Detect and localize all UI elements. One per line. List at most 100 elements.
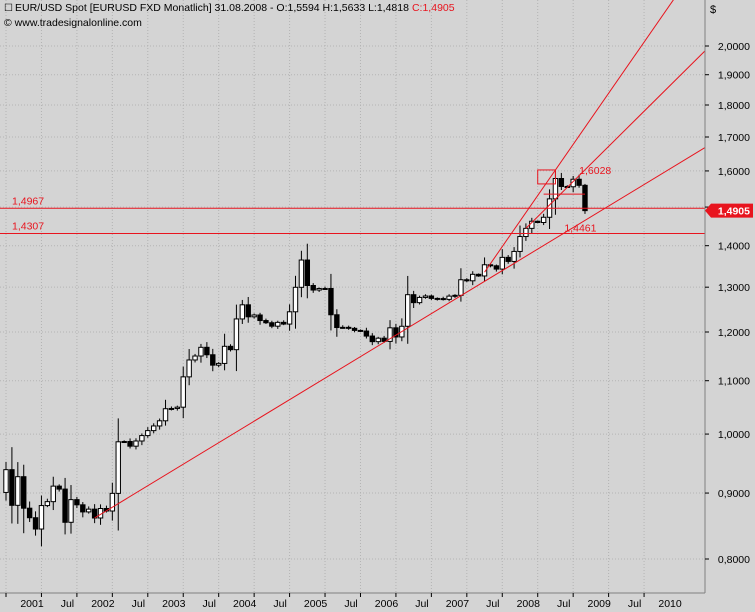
candle-body (363, 330, 370, 337)
candle-body (62, 488, 68, 523)
candle-body (109, 492, 116, 512)
trend-lines: 1,4967 1,4307 1,6028 1,4461 (0, 0, 706, 519)
candle-body (375, 337, 381, 343)
candle-body (316, 288, 322, 291)
candle-body (334, 314, 340, 329)
candle-body (322, 287, 328, 290)
candle-body (511, 250, 517, 262)
plot-background (0, 0, 705, 593)
candle-body (221, 345, 228, 364)
candle-body (115, 441, 121, 494)
candle-body (428, 295, 435, 299)
candle-body (487, 264, 494, 267)
candle-body (540, 216, 547, 224)
candle-body (446, 295, 452, 300)
candle-body (286, 311, 293, 325)
candle-body (464, 279, 470, 282)
x-tick-label: Jul (557, 598, 570, 610)
annotation-low: 1,4461 (564, 223, 596, 235)
candle-body (481, 264, 488, 277)
long-term-trend-line (94, 147, 706, 519)
time-axis[interactable]: 2001 Jul 2002 Jul 2003 Jul 2004 Jul 2005 Jul 2006 J… (5, 593, 682, 610)
candle-body (145, 430, 151, 437)
candle-body (44, 501, 51, 507)
annotation-high: 1,6028 (579, 165, 611, 177)
candle-body (393, 327, 399, 338)
candle-body (298, 259, 305, 288)
candle-body (357, 329, 364, 332)
x-tick-label: Jul (415, 598, 428, 610)
candle-body (198, 346, 204, 357)
candle-body (434, 297, 440, 300)
x-tick-label: 2005 (304, 598, 328, 610)
candle-body (535, 220, 541, 224)
candle-body (387, 327, 393, 342)
candle-body (340, 326, 346, 329)
x-tick-label: 2009 (587, 598, 611, 610)
candle-body (127, 441, 133, 447)
x-tick-label: 2001 (20, 598, 44, 610)
candle-body (204, 346, 210, 356)
candle-body (239, 304, 246, 320)
y-tick-label: 1,6000 (718, 166, 750, 178)
candle-body (458, 279, 464, 296)
candle-body (21, 476, 27, 509)
candle-body (174, 406, 181, 409)
candle-body (3, 469, 9, 493)
y-tick-label: 1,3000 (718, 282, 750, 294)
candle-body (470, 273, 476, 282)
candle-body (452, 294, 458, 297)
candle-body (180, 376, 186, 408)
x-tick-label: Jul (203, 598, 216, 610)
price-axis[interactable]: 2,00001,90001,80001,70001,60001,50001,40… (705, 41, 753, 566)
y-tick-label: 2,0000 (718, 41, 750, 53)
candle-body (186, 359, 192, 378)
y-tick-label: 1,1000 (718, 376, 750, 388)
x-tick-label: 2007 (446, 598, 470, 610)
candle-body (151, 425, 157, 432)
steep-trend-line (484, 0, 674, 273)
x-tick-label: Jul (273, 598, 286, 610)
candle-body (345, 326, 352, 329)
candle-body (50, 485, 56, 503)
candle-body (351, 327, 358, 331)
last-price-label: 1,4905 (718, 206, 750, 218)
ohlc-readout: EUR/USD Spot [EURUSD FXD Monatlich] 31.0… (15, 2, 409, 14)
candle-body (410, 294, 417, 304)
y-tick-label: 1,4000 (718, 241, 750, 253)
candle-body (233, 318, 240, 351)
x-tick-label: Jul (628, 598, 641, 610)
x-tick-label: Jul (344, 598, 357, 610)
candle-body (475, 273, 482, 277)
x-tick-label: 2004 (233, 598, 257, 610)
level-label: 1,4307 (12, 221, 44, 233)
candle-body (505, 256, 511, 262)
candle-body (227, 345, 234, 351)
candle-body (156, 420, 163, 427)
candle-body (523, 227, 529, 238)
candle-body (269, 322, 275, 327)
candle-body (328, 287, 334, 316)
candle-body (499, 256, 505, 270)
x-tick-label: Jul (486, 598, 499, 610)
candle-body (68, 499, 74, 523)
candle-body (215, 362, 222, 366)
y-tick-label: 1,0000 (718, 429, 750, 441)
candle-body (121, 441, 127, 444)
close-box-icon[interactable]: ☐ (4, 3, 13, 14)
candle-body (405, 294, 411, 327)
candle-body (192, 355, 198, 361)
candle-body (310, 285, 316, 291)
candle-body (582, 184, 588, 212)
x-tick-label: Jul (132, 598, 145, 610)
source-label: © www.tradesignalonline.com (4, 17, 142, 29)
candle-body (168, 407, 175, 410)
candle-body (9, 469, 15, 506)
candle-body (162, 408, 169, 422)
medium-trend-line (525, 50, 706, 229)
candle-body (15, 476, 21, 506)
candle-body (275, 321, 281, 327)
level-label: 1,4967 (12, 195, 44, 207)
y-tick-label: 1,8000 (718, 100, 750, 112)
